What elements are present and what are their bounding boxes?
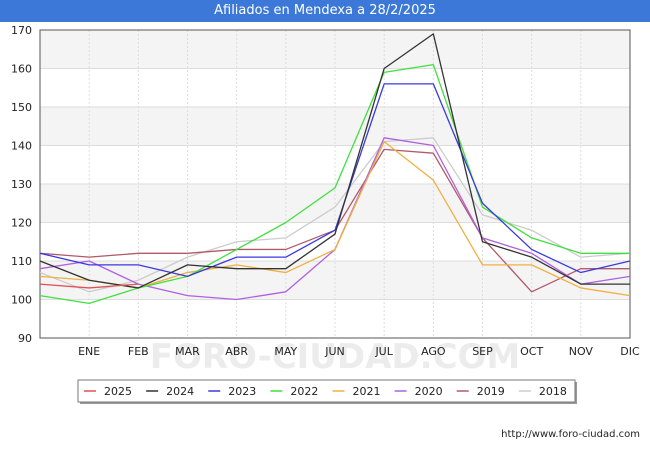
y-tick-label: 100 xyxy=(11,294,32,307)
x-tick-label: DIC xyxy=(620,345,640,358)
x-tick-label: SEP xyxy=(472,345,493,358)
legend-label-2023: 2023 xyxy=(228,385,256,398)
watermark: FORO-CIUDAD.COM xyxy=(150,337,521,377)
x-tick-label: NOV xyxy=(569,345,594,358)
source-label: http://www.foro-ciudad.com xyxy=(501,429,640,440)
series-line-2024 xyxy=(39,33,630,289)
series-line-2023 xyxy=(39,83,631,278)
x-tick-label: MAY xyxy=(274,345,297,358)
series-lines xyxy=(39,33,631,305)
legend-label-2020: 2020 xyxy=(415,385,443,398)
y-tick-label: 170 xyxy=(11,24,32,37)
y-tick-label: 160 xyxy=(11,63,32,76)
y-tick-label: 120 xyxy=(11,217,32,230)
y-tick-label: 110 xyxy=(11,255,32,268)
x-tick-label: OCT xyxy=(520,345,543,358)
series-line-2025 xyxy=(39,283,139,289)
x-tick-label: AGO xyxy=(421,345,446,358)
y-tick-label: 140 xyxy=(11,140,32,153)
chart-title: Afiliados en Mendexa a 28/2/2025 xyxy=(0,0,650,22)
legend-label-2018: 2018 xyxy=(539,385,567,398)
grid-lines xyxy=(39,29,631,339)
x-axis-ticks: ENE FEB MAR ABR MAY JUN JUL AGO SEP OCT NOV DIC xyxy=(78,345,640,358)
legend-label-2019: 2019 xyxy=(477,385,505,398)
x-tick-label: ABR xyxy=(225,345,248,358)
y-axis-ticks: 90 100 110 120 130 140 150 160 170 xyxy=(11,24,32,345)
legend-label-2025: 2025 xyxy=(104,385,132,398)
legend: 2025 2024 2023 2022 2021 2020 2019 2018 xyxy=(77,379,577,404)
legend-label-2024: 2024 xyxy=(166,385,194,398)
legend-label-2022: 2022 xyxy=(290,385,318,398)
legend-label-2021: 2021 xyxy=(353,385,381,398)
y-tick-label: 150 xyxy=(11,101,32,114)
y-tick-label: 130 xyxy=(11,178,32,191)
x-tick-label: JUN xyxy=(324,345,345,358)
y-tick-label: 90 xyxy=(18,332,32,345)
x-tick-label: JUL xyxy=(374,345,393,358)
legend-box xyxy=(77,379,576,403)
x-tick-label: ENE xyxy=(78,345,100,358)
x-tick-label: MAR xyxy=(175,345,200,358)
series-line-2018 xyxy=(39,137,631,293)
plot-border xyxy=(39,29,631,339)
x-tick-label: FEB xyxy=(128,345,149,358)
